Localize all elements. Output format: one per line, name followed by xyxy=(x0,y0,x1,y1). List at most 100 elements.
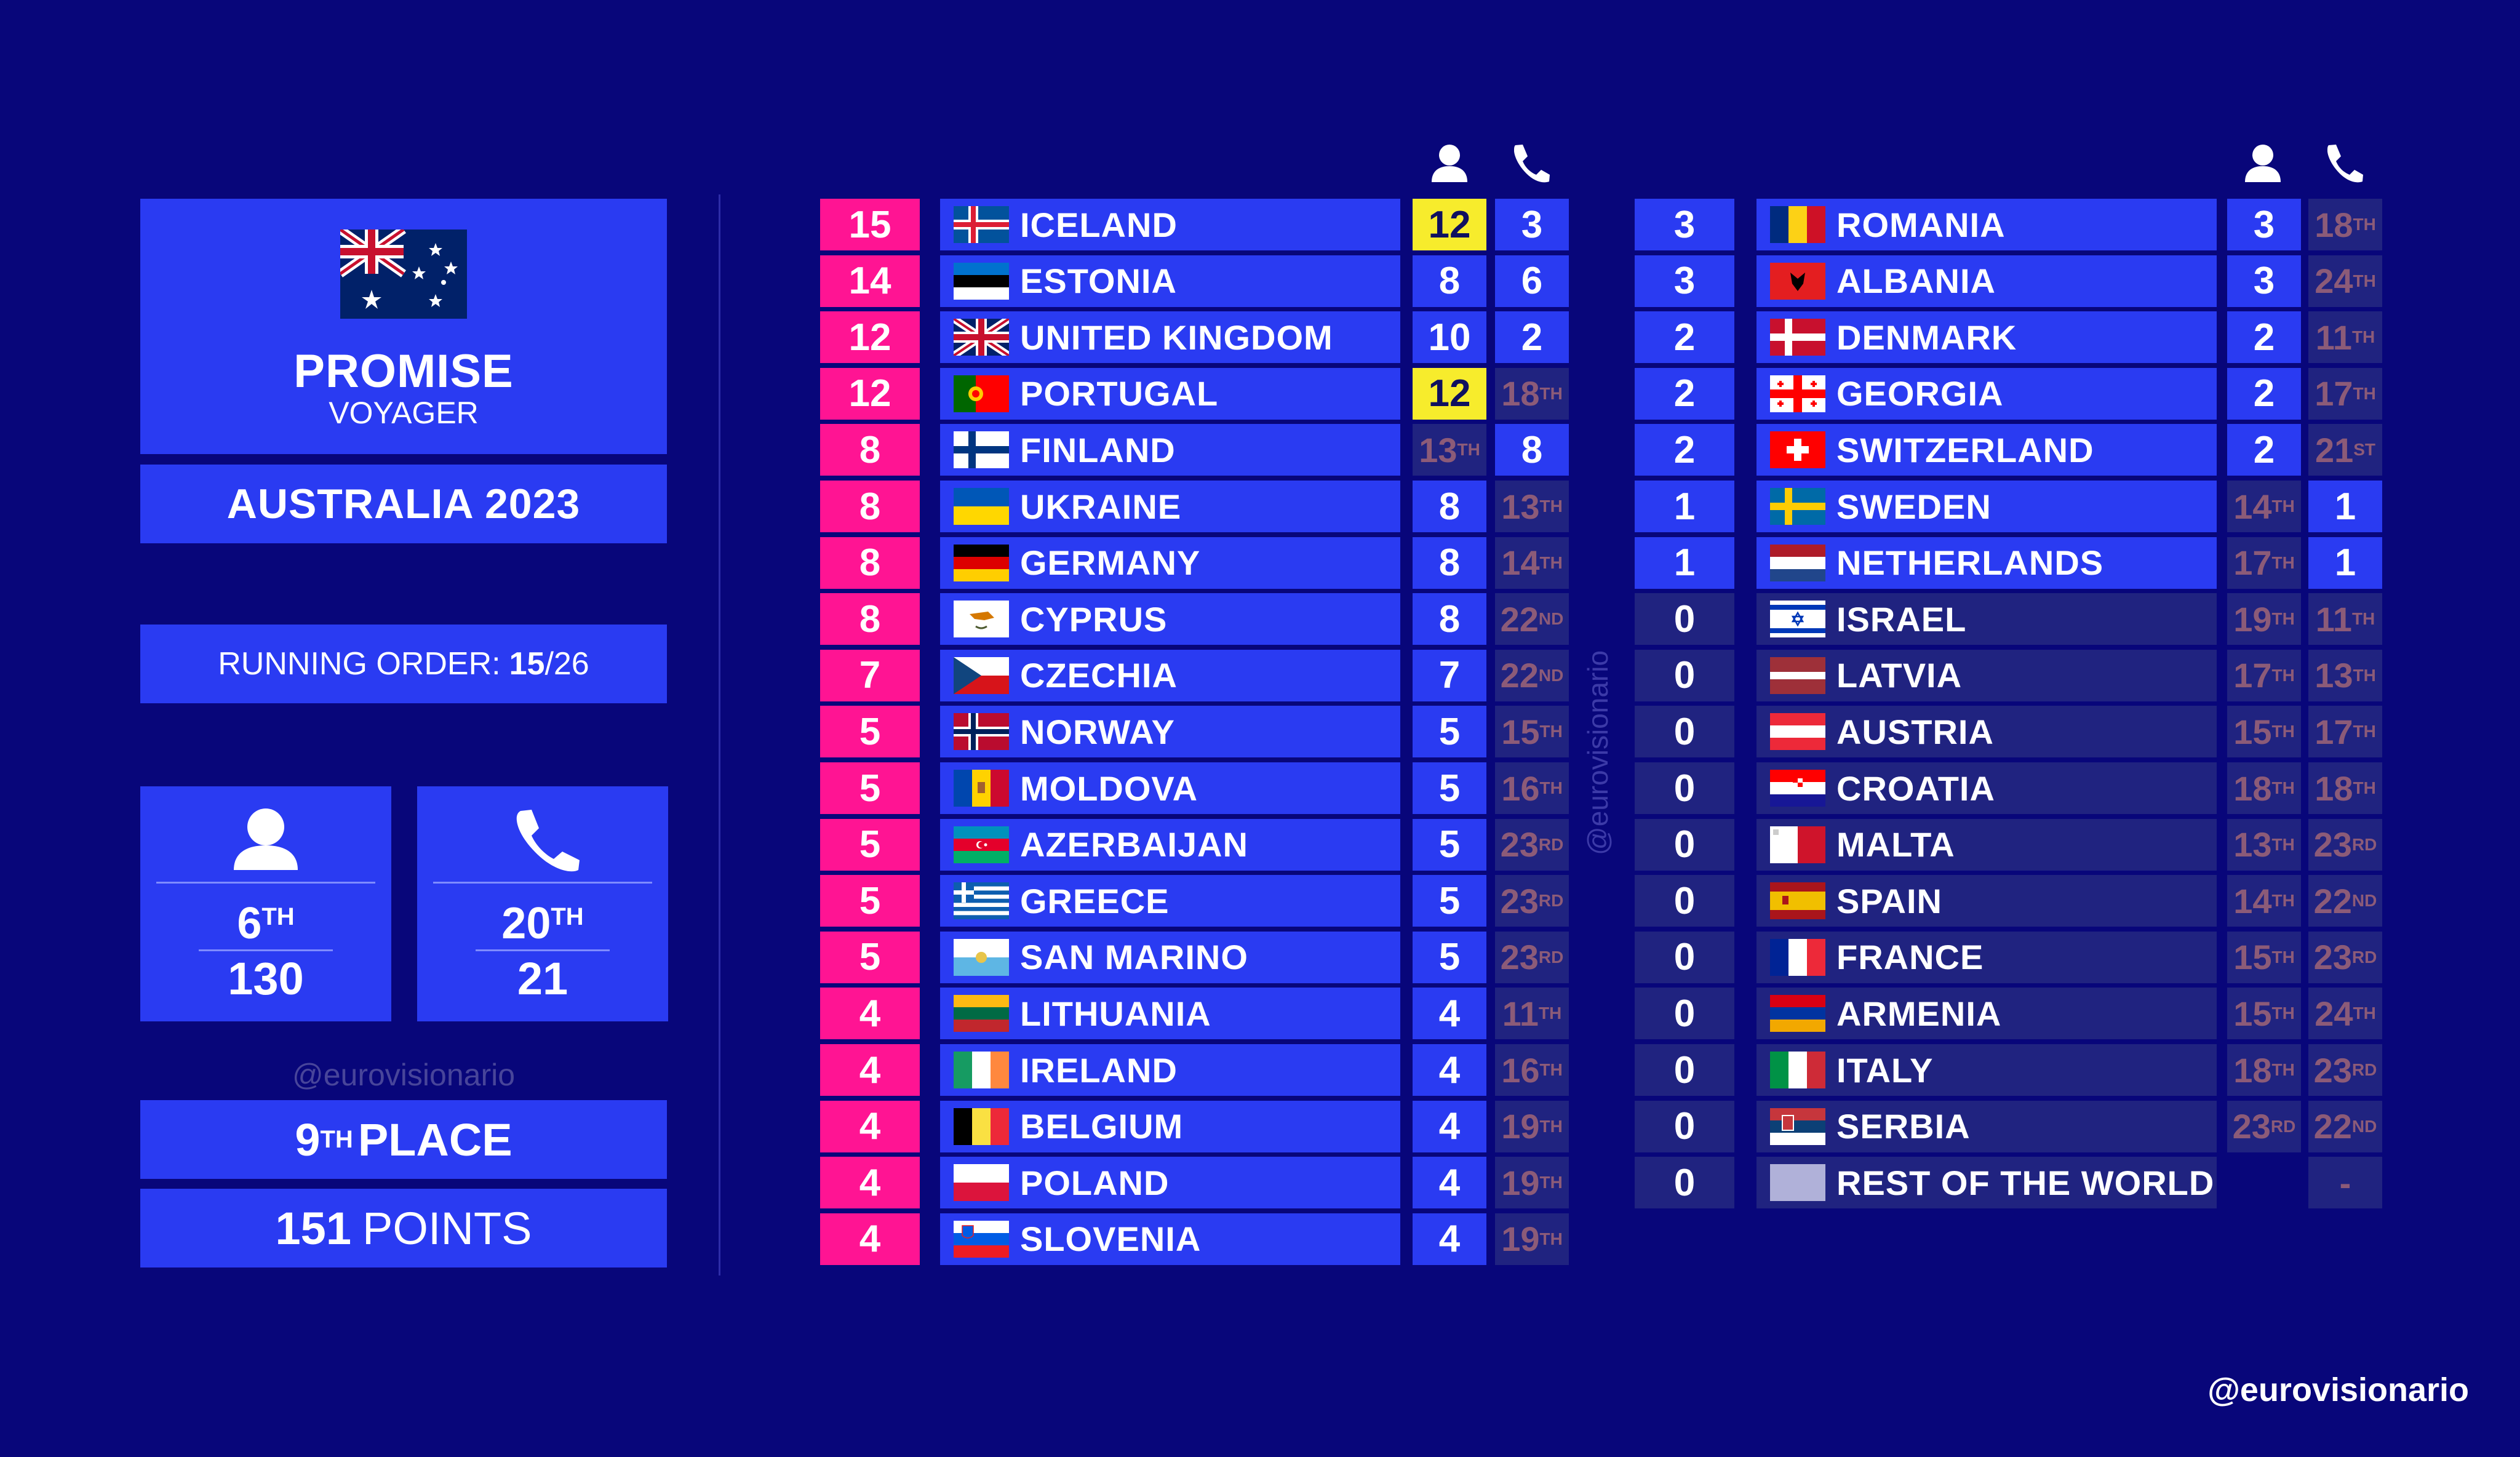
country-name: ITALY xyxy=(1836,1050,1934,1090)
country-cell: NORWAY xyxy=(940,706,1400,758)
televote-points-cell: 13 TH xyxy=(1495,481,1569,532)
country-cell: SWITZERLAND xyxy=(1756,424,2217,476)
jury-points-cell: 5 xyxy=(1413,762,1486,814)
jury-stat-box: 6TH 130 xyxy=(140,786,391,1021)
jury-points-cell: 18 TH xyxy=(2227,762,2301,814)
jury-points-cell: 4 xyxy=(1413,1044,1486,1096)
germany-flag-icon xyxy=(954,544,1009,581)
ireland-flag-icon xyxy=(954,1052,1009,1088)
albania-flag-icon xyxy=(1770,262,1825,300)
total-points: 151 POINTS xyxy=(140,1189,667,1267)
armenia-flag-icon xyxy=(1770,995,1825,1032)
jury-points-cell: 10 xyxy=(1413,311,1486,364)
country-cell: DENMARK xyxy=(1756,311,2217,364)
televote-points-cell: 22 ND xyxy=(1495,649,1569,701)
jury-points-cell: 13 TH xyxy=(1413,424,1486,476)
total-points-cell: 1 xyxy=(1635,481,1734,532)
finland-flag-icon xyxy=(954,431,1009,469)
norway-flag-icon xyxy=(954,713,1009,751)
total-points-cell: 0 xyxy=(1635,1100,1734,1152)
country-cell: FINLAND xyxy=(940,424,1400,476)
country-cell: GREECE xyxy=(940,875,1400,927)
country-name: SWEDEN xyxy=(1836,487,1992,526)
country-cell: GERMANY xyxy=(940,537,1400,589)
total-points-cell: 8 xyxy=(820,424,920,476)
televote-points-cell: 19 TH xyxy=(1495,1100,1569,1152)
televote-points-cell: 23 RD xyxy=(2308,1044,2382,1096)
country-name: GREECE xyxy=(1020,881,1170,920)
country-name: ALBANIA xyxy=(1836,261,1996,301)
total-points-cell: 8 xyxy=(820,481,920,532)
country-name: BELGIUM xyxy=(1020,1107,1184,1146)
country-cell: PORTUGAL xyxy=(940,367,1400,420)
country-cell: CZECHIA xyxy=(940,649,1400,701)
country-cell: SERBIA xyxy=(1756,1100,2217,1152)
televote-points-cell: 23 RD xyxy=(2308,931,2382,983)
televote-points-cell: 8 xyxy=(1495,424,1569,476)
jury-points-cell: 15 TH xyxy=(2227,931,2301,983)
televote-points-cell: 15 TH xyxy=(1495,706,1569,758)
poland-flag-icon xyxy=(954,1164,1009,1202)
croatia-flag-icon xyxy=(1770,770,1825,807)
total-points-cell: 2 xyxy=(1635,424,1734,476)
total-points-cell: 5 xyxy=(820,762,920,814)
jury-column-icon xyxy=(1432,145,1467,182)
country-cell: MALTA xyxy=(1756,818,2217,871)
total-points-cell: 15 xyxy=(820,199,920,250)
country-cell: ITALY xyxy=(1756,1044,2217,1096)
country-cell: LITHUANIA xyxy=(940,988,1400,1040)
vertical-watermark: @eurovisionario xyxy=(1582,650,1614,855)
jury-points-cell: 18 TH xyxy=(2227,1044,2301,1096)
country-cell: ALBANIA xyxy=(1756,255,2217,307)
jury-points-cell: 17 TH xyxy=(2227,537,2301,589)
czechia-flag-icon xyxy=(954,657,1009,694)
jury-points-cell: 8 xyxy=(1413,593,1486,645)
country-name: PORTUGAL xyxy=(1020,374,1219,413)
jury-points-cell: 3 xyxy=(2227,199,2301,250)
malta-flag-icon xyxy=(1770,826,1825,863)
jury-points-cell: 3 xyxy=(2227,255,2301,307)
song-title: PROMISE xyxy=(293,345,514,397)
country-cell: ICELAND xyxy=(940,199,1400,250)
televote-points-cell: 17 TH xyxy=(2308,367,2382,420)
televote-points-cell: 23 RD xyxy=(1495,875,1569,927)
running-order: RUNNING ORDER: 15 /26 xyxy=(140,625,667,703)
total-points-cell: 3 xyxy=(1635,255,1734,307)
running-order-label: RUNNING ORDER: xyxy=(218,646,501,682)
country-name: UKRAINE xyxy=(1020,487,1182,526)
azerbaijan-flag-icon xyxy=(954,826,1009,863)
country-cell: NETHERLANDS xyxy=(1756,537,2217,589)
country-name: GEORGIA xyxy=(1836,374,2004,413)
jury-points-cell: 8 xyxy=(1413,537,1486,589)
netherlands-flag-icon xyxy=(1770,544,1825,581)
country-cell: POLAND xyxy=(940,1157,1400,1209)
televote-points-cell: 19 TH xyxy=(1495,1213,1569,1265)
televote-points-cell: 16 TH xyxy=(1495,1044,1569,1096)
televote-points-cell: 6 xyxy=(1495,255,1569,307)
country-name: NETHERLANDS xyxy=(1836,543,2104,583)
jury-points-cell: 5 xyxy=(1413,706,1486,758)
country-cell: BELGIUM xyxy=(940,1100,1400,1152)
country-cell: GEORGIA xyxy=(1756,367,2217,420)
country-cell: FRANCE xyxy=(1756,931,2217,983)
total-points-cell: 5 xyxy=(820,875,920,927)
country-name: POLAND xyxy=(1020,1163,1170,1202)
total-points-cell: 0 xyxy=(1635,1044,1734,1096)
total-points-cell: 4 xyxy=(820,1157,920,1209)
total-points-cell: 4 xyxy=(820,988,920,1040)
panel-divider xyxy=(719,194,720,1275)
country-name: CZECHIA xyxy=(1020,656,1178,695)
total-points-cell: 7 xyxy=(820,649,920,701)
country-name: AZERBAIJAN xyxy=(1020,825,1248,864)
rest-flag-icon xyxy=(1770,1164,1825,1202)
televote-points-cell: 14 TH xyxy=(1495,537,1569,589)
person-icon xyxy=(234,808,298,870)
france-flag-icon xyxy=(1770,938,1825,976)
country-name: MALTA xyxy=(1836,825,1955,864)
televote-points-cell: - xyxy=(2308,1157,2382,1209)
televote-points-cell: 16 TH xyxy=(1495,762,1569,814)
greece-flag-icon xyxy=(954,882,1009,920)
country-name: SWITZERLAND xyxy=(1836,430,2094,469)
italy-flag-icon xyxy=(1770,1052,1825,1088)
jury-points-cell: 4 xyxy=(1413,1157,1486,1209)
